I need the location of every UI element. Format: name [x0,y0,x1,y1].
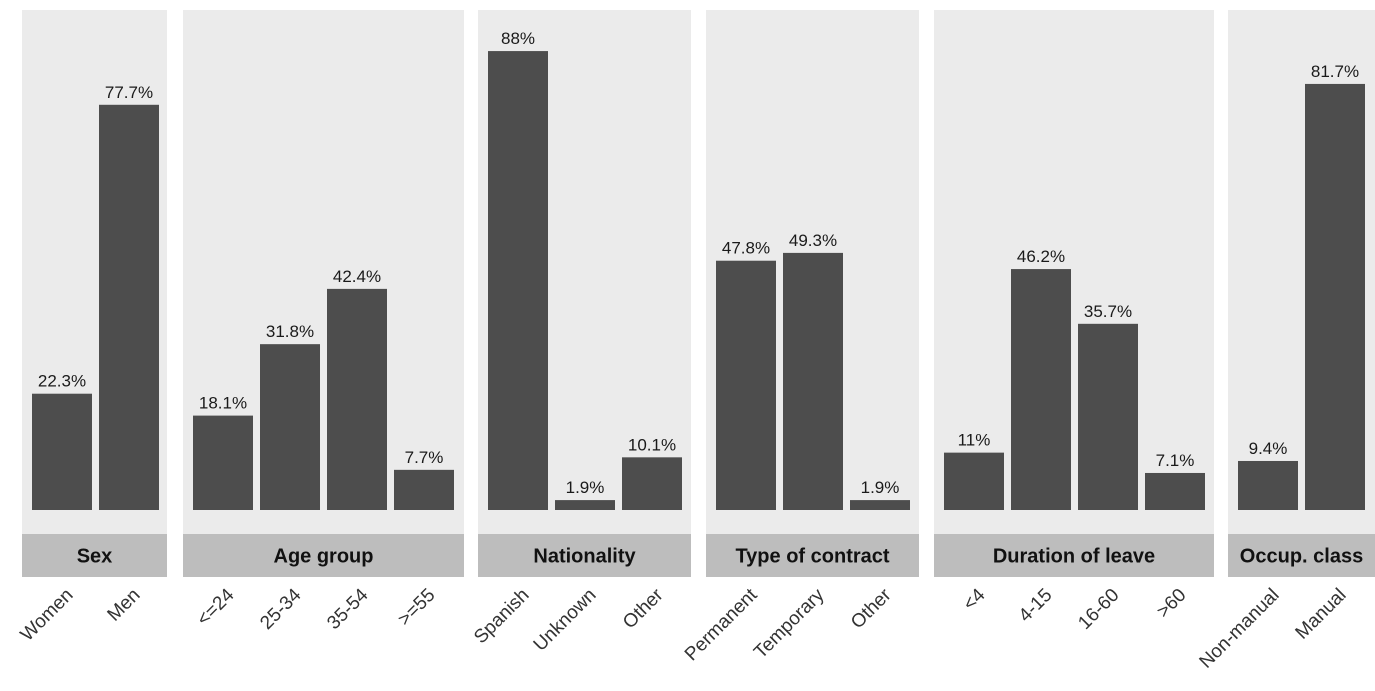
bar [1145,472,1205,510]
data-label: 46.2% [1017,247,1065,266]
data-label: 9.4% [1249,439,1288,458]
bar [783,252,843,511]
x-tick-label: Spanish [470,585,533,648]
data-label: 10.1% [628,435,676,454]
bar [99,104,159,511]
x-tick-label: 4-15 [1015,585,1057,627]
data-label: 88% [501,29,535,48]
data-label: 1.9% [566,478,605,497]
bar [1078,323,1138,510]
facet-title: Nationality [533,546,636,568]
data-label: 31.8% [266,322,314,341]
facet-title: Age group [274,546,374,568]
x-tick-label: 16-60 [1074,585,1123,634]
data-label: 11% [958,431,991,450]
bar [260,344,320,510]
x-tick-label: <=24 [193,584,239,630]
x-tick-label: >60 [1153,585,1191,623]
bar [1305,83,1365,510]
x-tick-label: Other [619,584,668,633]
bar [193,415,253,510]
facet-panel: Occup. class 9.4% Non-manual 81.7% Manual [1196,10,1375,673]
facet-panel: Sex 22.3% Women 77.7% Men [17,10,167,646]
x-tick-label: <4 [959,584,989,614]
bar [716,260,776,510]
facet-title: Duration of leave [993,546,1155,568]
x-tick-label: >=55 [394,585,439,630]
data-label: 77.7% [105,83,153,102]
bar [1011,269,1071,510]
facet-strip [22,534,167,577]
bar [394,469,454,510]
bar [944,452,1004,510]
data-label: 22.3% [38,372,86,391]
facet-strip [934,534,1214,577]
bar [327,288,387,510]
facet-panel: Duration of leave 11% <4 46.2% 4-15 35.7% 16-6… [934,10,1214,634]
bar [850,500,910,510]
facet-title: Sex [77,546,113,568]
panel-background [934,10,1214,534]
data-label: 18.1% [199,394,247,413]
x-tick-label: 35-54 [323,584,373,634]
data-label: 49.3% [789,231,837,250]
x-tick-label: Permanent [681,584,762,665]
bar [32,393,92,510]
facet-strip [183,534,464,577]
facet-title: Type of contract [735,546,889,568]
data-label: 47.8% [722,239,770,258]
facet-panel: Age group 18.1% <=24 31.8% 25-34 42.4% 35-54 7.… [183,10,464,634]
x-tick-label: Temporary [750,584,829,663]
x-tick-label: Other [847,584,896,633]
facet-strip [1228,534,1375,577]
x-tick-label: Non-manual [1196,585,1284,673]
facet-title: Occup. class [1240,546,1363,568]
data-label: 1.9% [861,478,900,497]
facet-strip [478,534,691,577]
facet-strip [706,534,919,577]
bar [1238,460,1298,510]
x-tick-label: Women [17,585,78,646]
bar [488,51,548,511]
x-tick-label: 25-34 [256,584,306,634]
data-label: 42.4% [333,267,381,286]
data-label: 7.1% [1156,451,1195,470]
bar [622,457,682,510]
bar [555,500,615,510]
data-label: 35.7% [1084,302,1132,321]
facet-panel: Nationality 88% Spanish 1.9% Unknown 10.1% Oth… [470,10,691,656]
x-tick-label: Manual [1292,585,1351,644]
x-tick-label: Men [104,585,145,626]
data-label: 7.7% [405,448,444,467]
x-tick-label: Unknown [530,585,601,656]
data-label: 81.7% [1311,62,1359,81]
facet-panel: Type of contract 47.8% Permanent 49.3% Tempo… [681,10,919,665]
